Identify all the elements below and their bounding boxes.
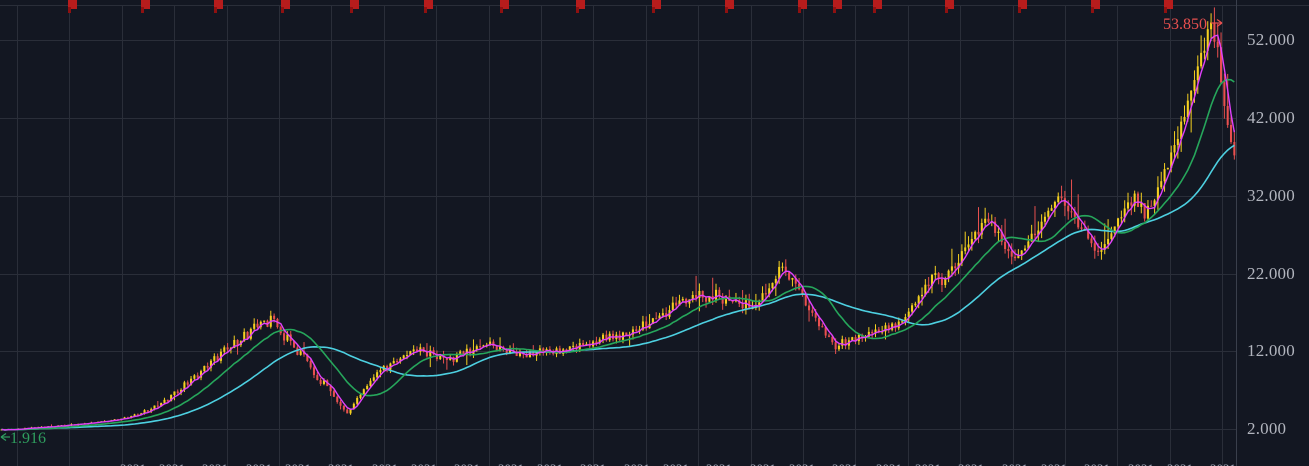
price-axis-tick: 52.000 — [1247, 30, 1295, 50]
price-pointer-arrows — [0, 19, 1223, 441]
price-axis-tick: 12.000 — [1247, 341, 1295, 361]
red-flag-marker[interactable] — [214, 0, 225, 13]
high-price-tag: 53.850 — [1163, 16, 1207, 33]
time-axis-tick: 2021 — [372, 461, 398, 466]
price-axis-tick: 2.000 — [1247, 419, 1287, 439]
time-axis-tick: 2021 — [411, 461, 437, 466]
price-axis-tick: 32.000 — [1247, 185, 1295, 205]
time-axis-tick: 2021 — [663, 461, 689, 466]
ma-mid-green-line — [1, 78, 1235, 431]
time-axis-tick: 2021 — [1084, 461, 1110, 466]
red-flag-marker[interactable] — [350, 0, 361, 13]
time-axis-tick: 2021 — [202, 461, 228, 466]
time-axis-tick: 2021 — [706, 461, 732, 466]
time-axis-tick: 2021 — [454, 461, 480, 466]
price-axis-tick: 22.000 — [1247, 263, 1295, 283]
red-flag-marker[interactable] — [945, 0, 956, 13]
red-flag-marker[interactable] — [68, 0, 79, 13]
red-flag-marker[interactable] — [798, 0, 809, 13]
time-axis-tick: 2021 — [750, 461, 776, 466]
time-axis-tick: 2021 — [915, 461, 941, 466]
red-flag-marker[interactable] — [1018, 0, 1029, 13]
time-axis-tick: 2021 — [624, 461, 650, 466]
red-flag-marker[interactable] — [652, 0, 663, 13]
time-axis-tick: 2021 — [246, 461, 272, 466]
time-axis-tick: 2021 — [285, 461, 311, 466]
time-axis-tick: 2021 — [498, 461, 524, 466]
time-axis-clipped[interactable]: 2021 2021 2021 2021 2021 2021 2021 2021 2021 2021… — [0, 460, 1309, 466]
ma-short-magenta-line — [1, 34, 1235, 431]
low-price-tag: 1.916 — [10, 430, 46, 447]
time-axis-tick: 2021 — [580, 461, 606, 466]
red-flag-marker[interactable] — [1091, 0, 1102, 13]
time-axis-tick: 2021 — [120, 461, 146, 466]
price-axis-tick: 42.000 — [1247, 107, 1295, 127]
time-axis-tick: 2021 — [958, 461, 984, 466]
red-flag-marker[interactable] — [1164, 0, 1175, 13]
time-axis-tick: 2021 — [1041, 461, 1067, 466]
red-flag-marker[interactable] — [141, 0, 152, 13]
red-flag-marker[interactable] — [500, 0, 511, 13]
red-flag-marker[interactable] — [725, 0, 736, 13]
time-axis-tick: 2021 — [832, 461, 858, 466]
chart-gridlines — [0, 5, 1236, 466]
time-axis-tick: 2021 — [876, 461, 902, 466]
red-flag-marker[interactable] — [873, 0, 884, 13]
time-axis-tick: 2021 — [1167, 461, 1193, 466]
time-axis-tick: 2021 — [1002, 461, 1028, 466]
red-flag-marker[interactable] — [576, 0, 587, 13]
ma-long-cyan-line — [1, 144, 1235, 431]
red-flag-marker[interactable] — [281, 0, 292, 13]
time-axis-tick: 2021 — [537, 461, 563, 466]
time-axis-tick: 2021 — [159, 461, 185, 466]
time-axis-tick: 2021 — [1210, 461, 1236, 466]
red-flag-marker[interactable] — [833, 0, 844, 13]
time-axis-tick: 2021 — [789, 461, 815, 466]
time-axis-tick: 2021 — [328, 461, 354, 466]
time-axis-tick: 2021 — [1128, 461, 1154, 466]
red-flag-marker[interactable] — [424, 0, 435, 13]
